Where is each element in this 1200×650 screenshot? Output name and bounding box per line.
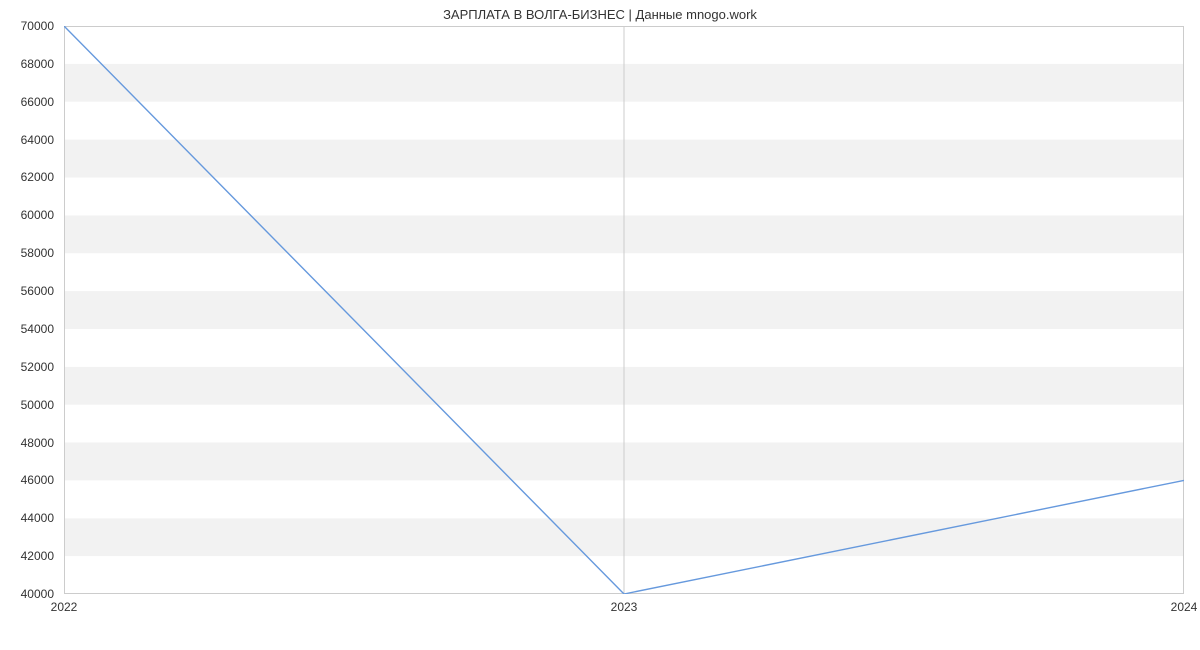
y-tick-label: 42000 (0, 549, 54, 563)
x-tick-label: 2023 (611, 600, 638, 614)
y-tick-label: 54000 (0, 322, 54, 336)
chart-title: ЗАРПЛАТА В ВОЛГА-БИЗНЕС | Данные mnogo.w… (0, 7, 1200, 22)
plot-area (64, 26, 1184, 594)
y-tick-label: 66000 (0, 95, 54, 109)
y-tick-label: 58000 (0, 246, 54, 260)
y-tick-label: 46000 (0, 473, 54, 487)
y-tick-label: 68000 (0, 57, 54, 71)
y-tick-label: 56000 (0, 284, 54, 298)
y-tick-label: 64000 (0, 133, 54, 147)
y-tick-label: 50000 (0, 398, 54, 412)
x-tick-label: 2024 (1171, 600, 1198, 614)
y-tick-label: 52000 (0, 360, 54, 374)
x-tick-label: 2022 (51, 600, 78, 614)
y-tick-label: 48000 (0, 436, 54, 450)
y-tick-label: 60000 (0, 208, 54, 222)
y-tick-label: 70000 (0, 19, 54, 33)
y-tick-label: 62000 (0, 170, 54, 184)
chart-container: ЗАРПЛАТА В ВОЛГА-БИЗНЕС | Данные mnogo.w… (0, 0, 1200, 650)
y-tick-label: 44000 (0, 511, 54, 525)
y-tick-label: 40000 (0, 587, 54, 601)
